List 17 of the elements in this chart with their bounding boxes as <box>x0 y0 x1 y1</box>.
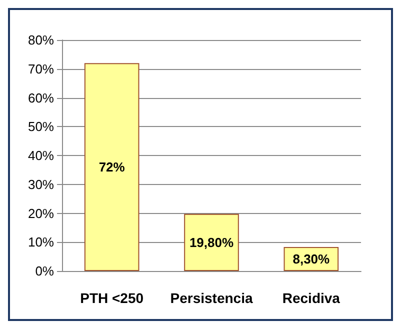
bar <box>84 63 140 271</box>
x-tick-label: Persistencia <box>170 290 253 306</box>
data-label: 8,30% <box>292 252 330 267</box>
x-tick-label: Recidiva <box>282 290 340 306</box>
x-tick-label: PTH <250 <box>80 290 144 306</box>
y-tick-label: 70% <box>28 61 54 76</box>
y-tick-label: 30% <box>28 176 54 192</box>
y-tick-label: 50% <box>28 119 54 134</box>
bar <box>184 214 239 271</box>
data-label: 19,80% <box>189 234 234 250</box>
y-tick-label: 80% <box>28 32 54 48</box>
y-tick-label: 0% <box>35 264 54 278</box>
y-tick-label: 20% <box>28 206 54 221</box>
y-tick-label: 10% <box>28 234 54 250</box>
y-tick-label: 40% <box>28 148 54 163</box>
data-label: 72% <box>98 160 126 175</box>
y-tick-label: 60% <box>28 90 54 106</box>
